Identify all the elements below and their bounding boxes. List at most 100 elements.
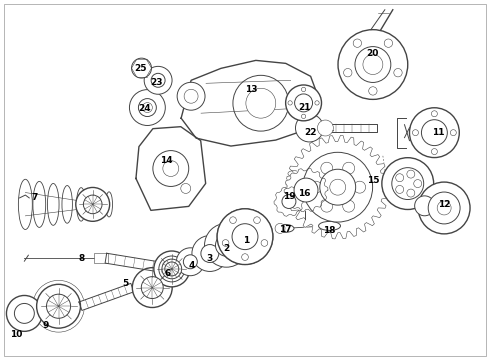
Circle shape xyxy=(201,244,219,262)
Circle shape xyxy=(6,296,42,331)
Text: 18: 18 xyxy=(323,226,335,235)
FancyBboxPatch shape xyxy=(94,253,107,263)
Text: 21: 21 xyxy=(298,103,311,112)
Circle shape xyxy=(163,161,179,176)
Circle shape xyxy=(396,185,404,193)
Circle shape xyxy=(242,254,248,260)
Circle shape xyxy=(321,162,333,174)
Circle shape xyxy=(407,189,415,197)
Text: 20: 20 xyxy=(367,49,379,58)
Circle shape xyxy=(410,108,459,158)
Circle shape xyxy=(407,170,415,178)
Ellipse shape xyxy=(76,188,86,221)
Circle shape xyxy=(437,201,451,215)
Circle shape xyxy=(384,39,392,48)
Circle shape xyxy=(450,130,456,136)
Text: 12: 12 xyxy=(438,200,450,209)
Polygon shape xyxy=(105,253,172,274)
Text: 5: 5 xyxy=(122,279,128,288)
Circle shape xyxy=(217,209,273,265)
Circle shape xyxy=(421,120,447,145)
Circle shape xyxy=(261,240,268,246)
Ellipse shape xyxy=(286,179,302,188)
Circle shape xyxy=(343,162,355,174)
Circle shape xyxy=(303,152,372,222)
Circle shape xyxy=(300,185,309,193)
Circle shape xyxy=(394,68,402,77)
Circle shape xyxy=(177,82,205,110)
Circle shape xyxy=(282,194,296,208)
Circle shape xyxy=(353,39,362,48)
Circle shape xyxy=(392,168,424,199)
Circle shape xyxy=(176,248,204,276)
Circle shape xyxy=(143,103,152,113)
Circle shape xyxy=(318,120,333,136)
Circle shape xyxy=(132,268,172,307)
Circle shape xyxy=(368,87,377,95)
Circle shape xyxy=(382,158,434,210)
Circle shape xyxy=(301,87,306,91)
Ellipse shape xyxy=(91,190,99,219)
Text: 14: 14 xyxy=(160,156,172,165)
Circle shape xyxy=(129,90,165,126)
Circle shape xyxy=(254,217,260,224)
Circle shape xyxy=(216,234,238,256)
Circle shape xyxy=(154,251,190,287)
Polygon shape xyxy=(181,60,320,146)
Text: 9: 9 xyxy=(43,321,49,330)
Text: 25: 25 xyxy=(134,64,147,73)
Circle shape xyxy=(330,179,346,195)
Ellipse shape xyxy=(318,221,341,230)
Circle shape xyxy=(232,224,258,249)
Circle shape xyxy=(141,276,163,298)
Ellipse shape xyxy=(288,171,300,177)
Text: 17: 17 xyxy=(279,225,292,234)
Circle shape xyxy=(192,235,228,271)
Text: 22: 22 xyxy=(305,128,317,137)
Circle shape xyxy=(321,200,333,212)
Text: 16: 16 xyxy=(298,189,311,198)
Circle shape xyxy=(153,150,189,186)
Polygon shape xyxy=(327,123,377,132)
Circle shape xyxy=(310,181,322,193)
Circle shape xyxy=(138,99,156,117)
Text: 13: 13 xyxy=(245,85,257,94)
Text: 11: 11 xyxy=(432,128,444,137)
Ellipse shape xyxy=(62,185,73,223)
Text: 15: 15 xyxy=(367,176,379,185)
Circle shape xyxy=(428,192,460,224)
Circle shape xyxy=(233,75,289,131)
Circle shape xyxy=(355,46,391,82)
Text: 1: 1 xyxy=(243,236,249,245)
Circle shape xyxy=(396,174,404,182)
Circle shape xyxy=(298,182,314,198)
Ellipse shape xyxy=(105,192,113,217)
Circle shape xyxy=(151,73,165,87)
Circle shape xyxy=(415,196,435,216)
Circle shape xyxy=(162,259,182,279)
Ellipse shape xyxy=(33,181,46,228)
Circle shape xyxy=(144,66,172,94)
Circle shape xyxy=(418,182,470,234)
Circle shape xyxy=(217,209,273,265)
Polygon shape xyxy=(284,168,328,212)
Circle shape xyxy=(363,55,383,75)
Circle shape xyxy=(343,200,355,212)
Circle shape xyxy=(232,224,258,249)
Circle shape xyxy=(275,224,285,233)
Circle shape xyxy=(354,181,366,193)
Circle shape xyxy=(286,85,321,121)
Polygon shape xyxy=(274,187,304,216)
Circle shape xyxy=(431,149,438,154)
Text: 24: 24 xyxy=(139,104,151,113)
Circle shape xyxy=(315,101,319,105)
Text: 2: 2 xyxy=(223,244,230,253)
Polygon shape xyxy=(286,135,390,239)
Circle shape xyxy=(320,169,356,205)
Circle shape xyxy=(83,195,102,214)
Text: 19: 19 xyxy=(283,192,295,201)
Circle shape xyxy=(76,188,110,221)
Text: 10: 10 xyxy=(10,330,23,339)
Text: 8: 8 xyxy=(78,254,85,263)
Circle shape xyxy=(222,240,229,246)
